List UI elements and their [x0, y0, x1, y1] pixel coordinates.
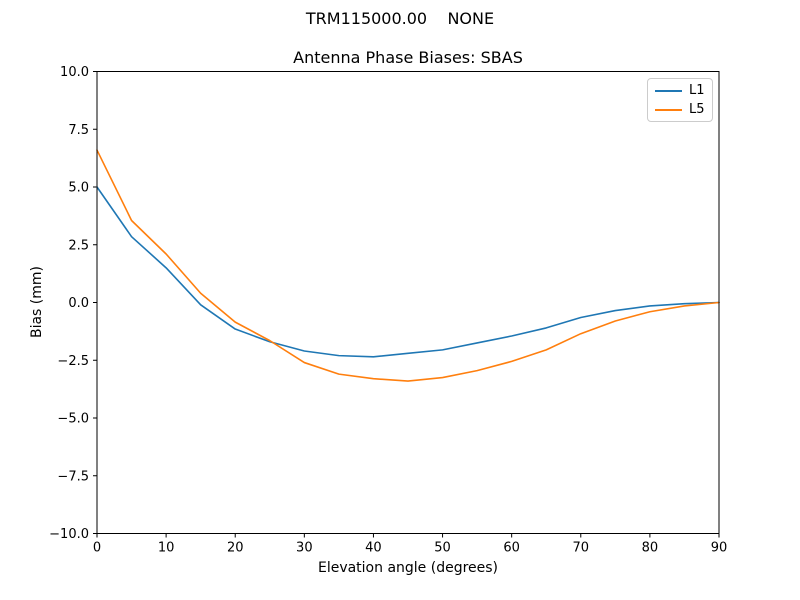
figure-suptitle: TRM115000.00 NONE — [305, 9, 495, 28]
y-axis-tick-label: 0.0 — [68, 296, 89, 311]
x-axis-label: Elevation angle (degrees) — [317, 560, 499, 576]
x-axis-tick-label: 0 — [93, 541, 101, 556]
x-axis-tick-label: 20 — [227, 541, 244, 556]
x-axis-tick-label: 10 — [158, 541, 175, 556]
x-axis-tick-label: 80 — [642, 541, 659, 556]
y-axis-tick-label: 2.5 — [68, 238, 89, 253]
x-axis-tick-label: 30 — [296, 541, 313, 556]
legend-label-l5: L5 — [689, 102, 705, 117]
x-axis-tick-label: 50 — [434, 541, 451, 556]
y-axis-tick-label: −2.5 — [57, 354, 89, 369]
x-axis-tick-label: 40 — [365, 541, 382, 556]
y-axis-tick-label: −5.0 — [57, 412, 89, 427]
plot-line-l1 — [96, 186, 720, 358]
l5-line-swatch — [655, 108, 682, 111]
y-axis-tick-label: 10.0 — [60, 65, 89, 80]
legend: L1 L5 — [647, 78, 713, 122]
x-axis-tick-label: 70 — [573, 541, 590, 556]
y-axis-tick-label: −7.5 — [57, 469, 89, 484]
l1-line-swatch — [655, 89, 682, 92]
y-axis-tick-label: 5.0 — [68, 181, 89, 196]
y-axis-label: Bias (mm) — [29, 265, 45, 339]
plot-line-l5 — [96, 149, 720, 382]
legend-entry-l5: L5 — [655, 103, 712, 116]
x-axis-tick-label: 60 — [503, 541, 520, 556]
legend-label-l1: L1 — [689, 83, 705, 98]
y-axis-tick-label: 7.5 — [68, 123, 89, 138]
x-axis-tick-label: 90 — [711, 541, 728, 556]
chart-title: Antenna Phase Biases: SBAS — [293, 48, 523, 67]
y-axis-tick-label: −10.0 — [49, 527, 89, 542]
legend-entry-l1: L1 — [655, 84, 712, 97]
plot-frame — [96, 71, 720, 534]
